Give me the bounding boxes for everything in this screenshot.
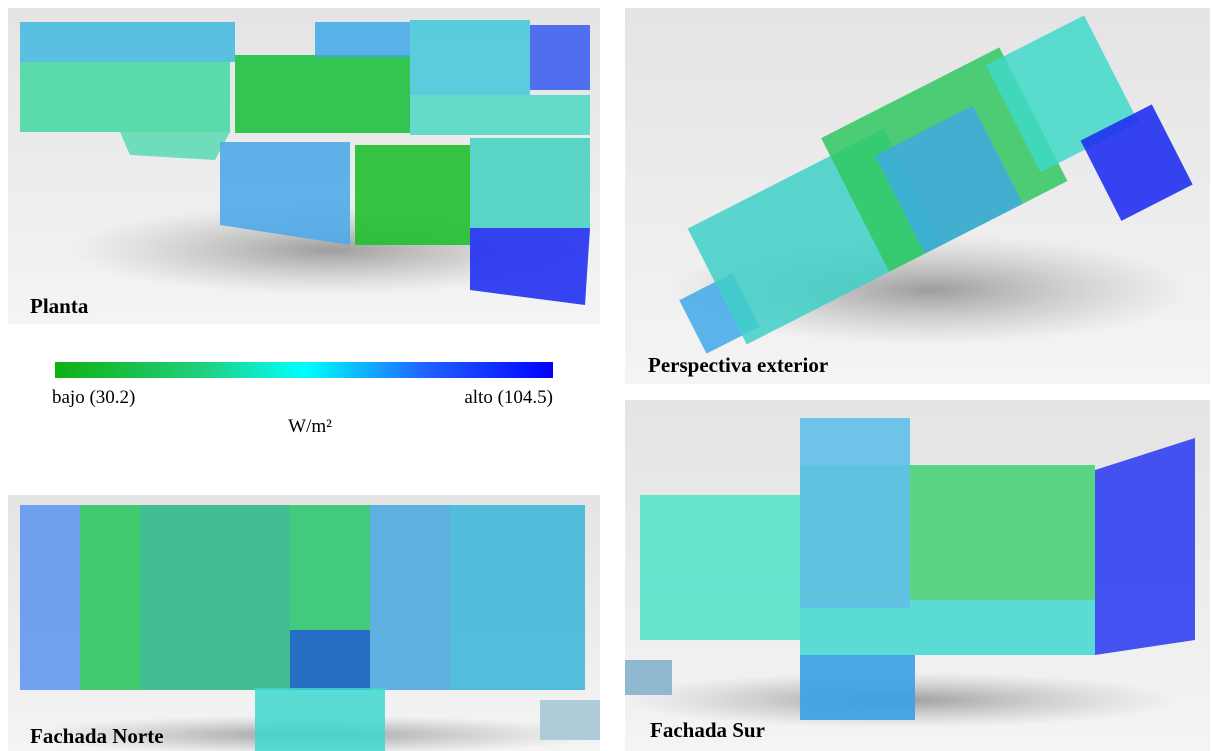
panel-label: Fachada Sur [650,718,765,742]
perspectiva-panel: Perspectiva exterior [625,8,1210,384]
panel-label: Fachada Norte [30,724,164,748]
legend-low-label: bajo (30.2) [52,387,135,408]
fachada-norte-panel: Fachada Norte [8,495,600,751]
panel-label: Perspectiva exterior [648,353,828,377]
fachada-sur-panel: Fachada Sur [620,400,1210,751]
legend-high-label: alto (104.5) [464,387,553,408]
legend-unit: W/m² [288,416,332,437]
color-legend: bajo (30.2) alto (104.5) W/m² [52,362,553,437]
color-scale [55,362,553,378]
planta-panel: Planta [8,8,600,324]
panel-label: Planta [30,294,89,318]
